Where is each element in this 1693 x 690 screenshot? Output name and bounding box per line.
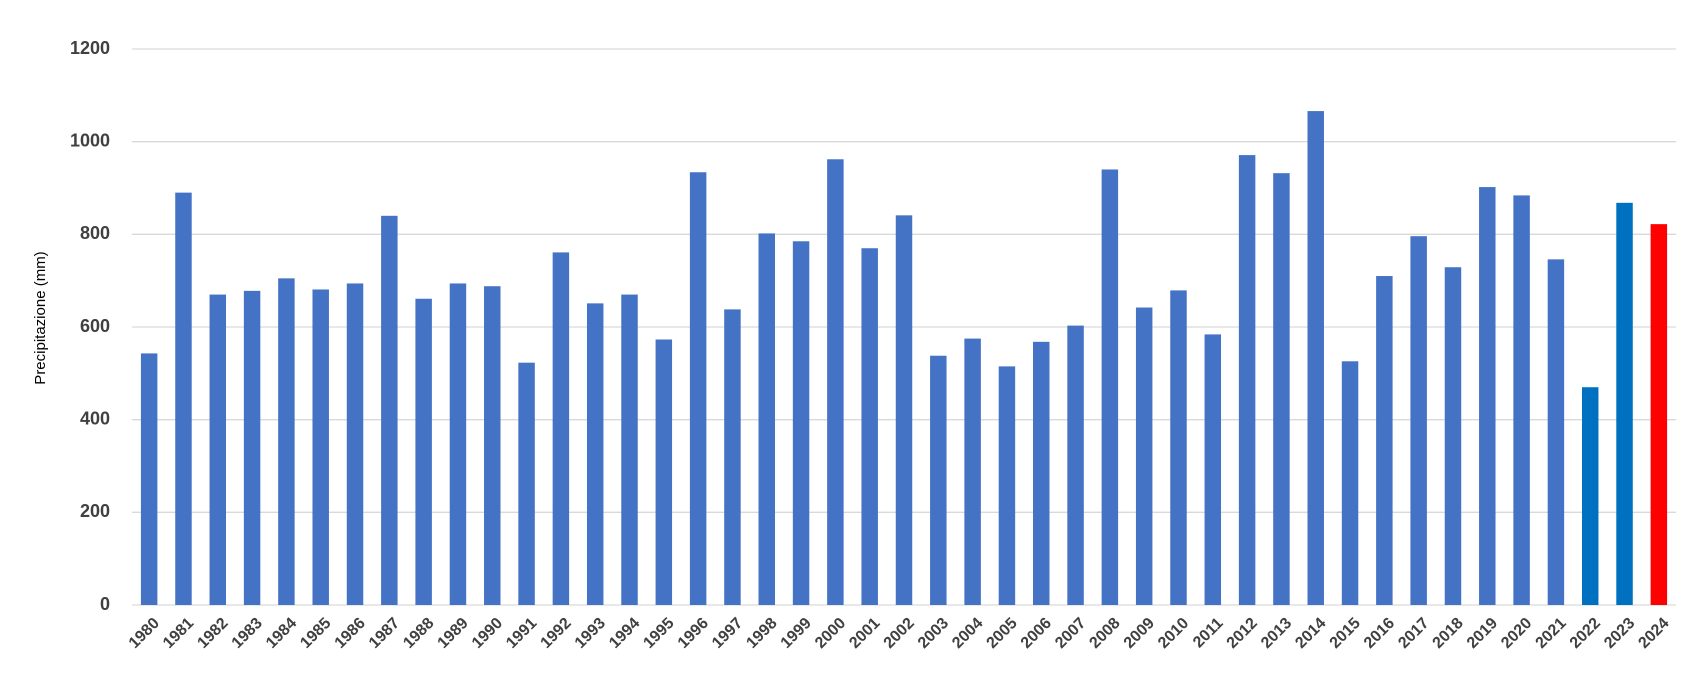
bar: [346, 283, 364, 605]
bar: [140, 353, 158, 605]
x-tick-label: 2017: [1395, 615, 1432, 652]
x-tick-label: 1980: [126, 615, 163, 652]
bar: [381, 215, 398, 606]
y-tick-label: 1000: [70, 130, 110, 150]
bar: [758, 233, 775, 605]
x-tick-label: 1994: [606, 615, 643, 652]
x-tick-label: 2023: [1601, 615, 1638, 652]
x-tick-label: 1986: [332, 615, 369, 652]
x-tick-label: 2001: [846, 615, 883, 652]
bar: [998, 366, 1016, 605]
bar: [655, 339, 673, 605]
x-tick-label: 1993: [572, 615, 609, 652]
bar: [1376, 276, 1393, 605]
bar: [484, 286, 501, 605]
x-tick-label: 1987: [366, 615, 403, 652]
bar: [827, 159, 844, 606]
x-tick-label: 2003: [915, 615, 952, 652]
x-tick-label: 2002: [881, 615, 918, 652]
bar: [1307, 111, 1324, 605]
y-tick-label: 800: [80, 223, 110, 243]
x-tick-label: 1997: [709, 615, 746, 652]
x-tick-label: 1981: [160, 615, 197, 652]
bar: [1204, 334, 1222, 605]
x-tick-label: 2005: [984, 615, 1021, 652]
x-tick-label: 2018: [1430, 615, 1467, 652]
bar: [1410, 236, 1427, 606]
x-tick-label: 2014: [1292, 615, 1329, 652]
bar: [930, 355, 947, 605]
bar: [1238, 155, 1256, 605]
x-tick-label: 1988: [400, 615, 437, 652]
x-tick-label: 1991: [503, 615, 540, 652]
y-tick-label: 1200: [70, 38, 110, 58]
bar: [1616, 202, 1633, 605]
bar: [861, 248, 878, 605]
x-tick-label: 2015: [1327, 615, 1364, 652]
bar: [1170, 290, 1187, 605]
x-tick-label: 1990: [469, 615, 506, 652]
x-tick-label: 2007: [1052, 615, 1089, 652]
x-tick-label: 2008: [1086, 615, 1123, 652]
bar: [1273, 173, 1290, 605]
x-tick-label: 1984: [263, 615, 300, 652]
x-tick-label: 1998: [743, 615, 780, 652]
bar: [278, 278, 295, 605]
y-tick-label: 200: [80, 501, 110, 521]
bar: [1513, 195, 1530, 605]
bar: [964, 338, 981, 605]
x-tick-label: 2009: [1121, 615, 1158, 652]
x-tick-label: 2016: [1361, 615, 1398, 652]
x-tick-label: 1996: [675, 615, 712, 652]
y-tick-label: 400: [80, 408, 110, 428]
bar: [689, 172, 707, 605]
x-tick-label: 1982: [194, 615, 231, 652]
bar: [1341, 361, 1359, 605]
bar: [1101, 169, 1119, 605]
bar: [1067, 325, 1084, 605]
bar: [518, 362, 535, 605]
bar: [1547, 259, 1565, 605]
bar: [415, 298, 432, 605]
bar: [895, 215, 913, 605]
x-tick-label: 2012: [1224, 615, 1261, 652]
bar: [175, 192, 192, 605]
bar: [209, 294, 227, 605]
bar: [552, 252, 570, 606]
x-tick-label: 2010: [1155, 615, 1192, 652]
x-tick-label: 1983: [229, 615, 266, 652]
x-tick-label: 1999: [778, 615, 815, 652]
bar: [724, 309, 741, 605]
y-tick-label: 600: [80, 316, 110, 336]
x-tick-label: 1992: [538, 615, 575, 652]
bar: [586, 303, 604, 605]
bar: [243, 290, 261, 605]
x-tick-label: 2024: [1635, 615, 1672, 652]
x-tick-label: 2022: [1567, 615, 1604, 652]
bar: [1033, 341, 1050, 605]
x-tick-label: 2013: [1258, 615, 1295, 652]
x-tick-label: 2000: [812, 615, 849, 652]
x-tick-label: 1985: [297, 615, 334, 652]
bar: [312, 289, 329, 605]
bar: [621, 294, 638, 605]
bar: [449, 283, 467, 605]
x-tick-label: 2020: [1498, 615, 1535, 652]
x-tick-label: 1989: [435, 615, 472, 652]
bar: [1135, 307, 1153, 605]
x-tick-label: 2004: [949, 615, 986, 652]
x-tick-label: 2006: [1018, 615, 1055, 652]
bar: [1650, 224, 1668, 605]
bar: [1479, 187, 1496, 605]
x-tick-label: 2021: [1533, 615, 1570, 652]
x-tick-label: 2011: [1190, 615, 1227, 652]
y-axis-label: Precipitazione (mm): [32, 251, 49, 384]
bar: [1581, 387, 1599, 605]
bar: [792, 241, 810, 606]
bar: [1444, 267, 1462, 605]
x-tick-label: 2019: [1464, 615, 1501, 652]
y-tick-label: 0: [100, 594, 110, 614]
x-tick-label: 1995: [640, 615, 677, 652]
